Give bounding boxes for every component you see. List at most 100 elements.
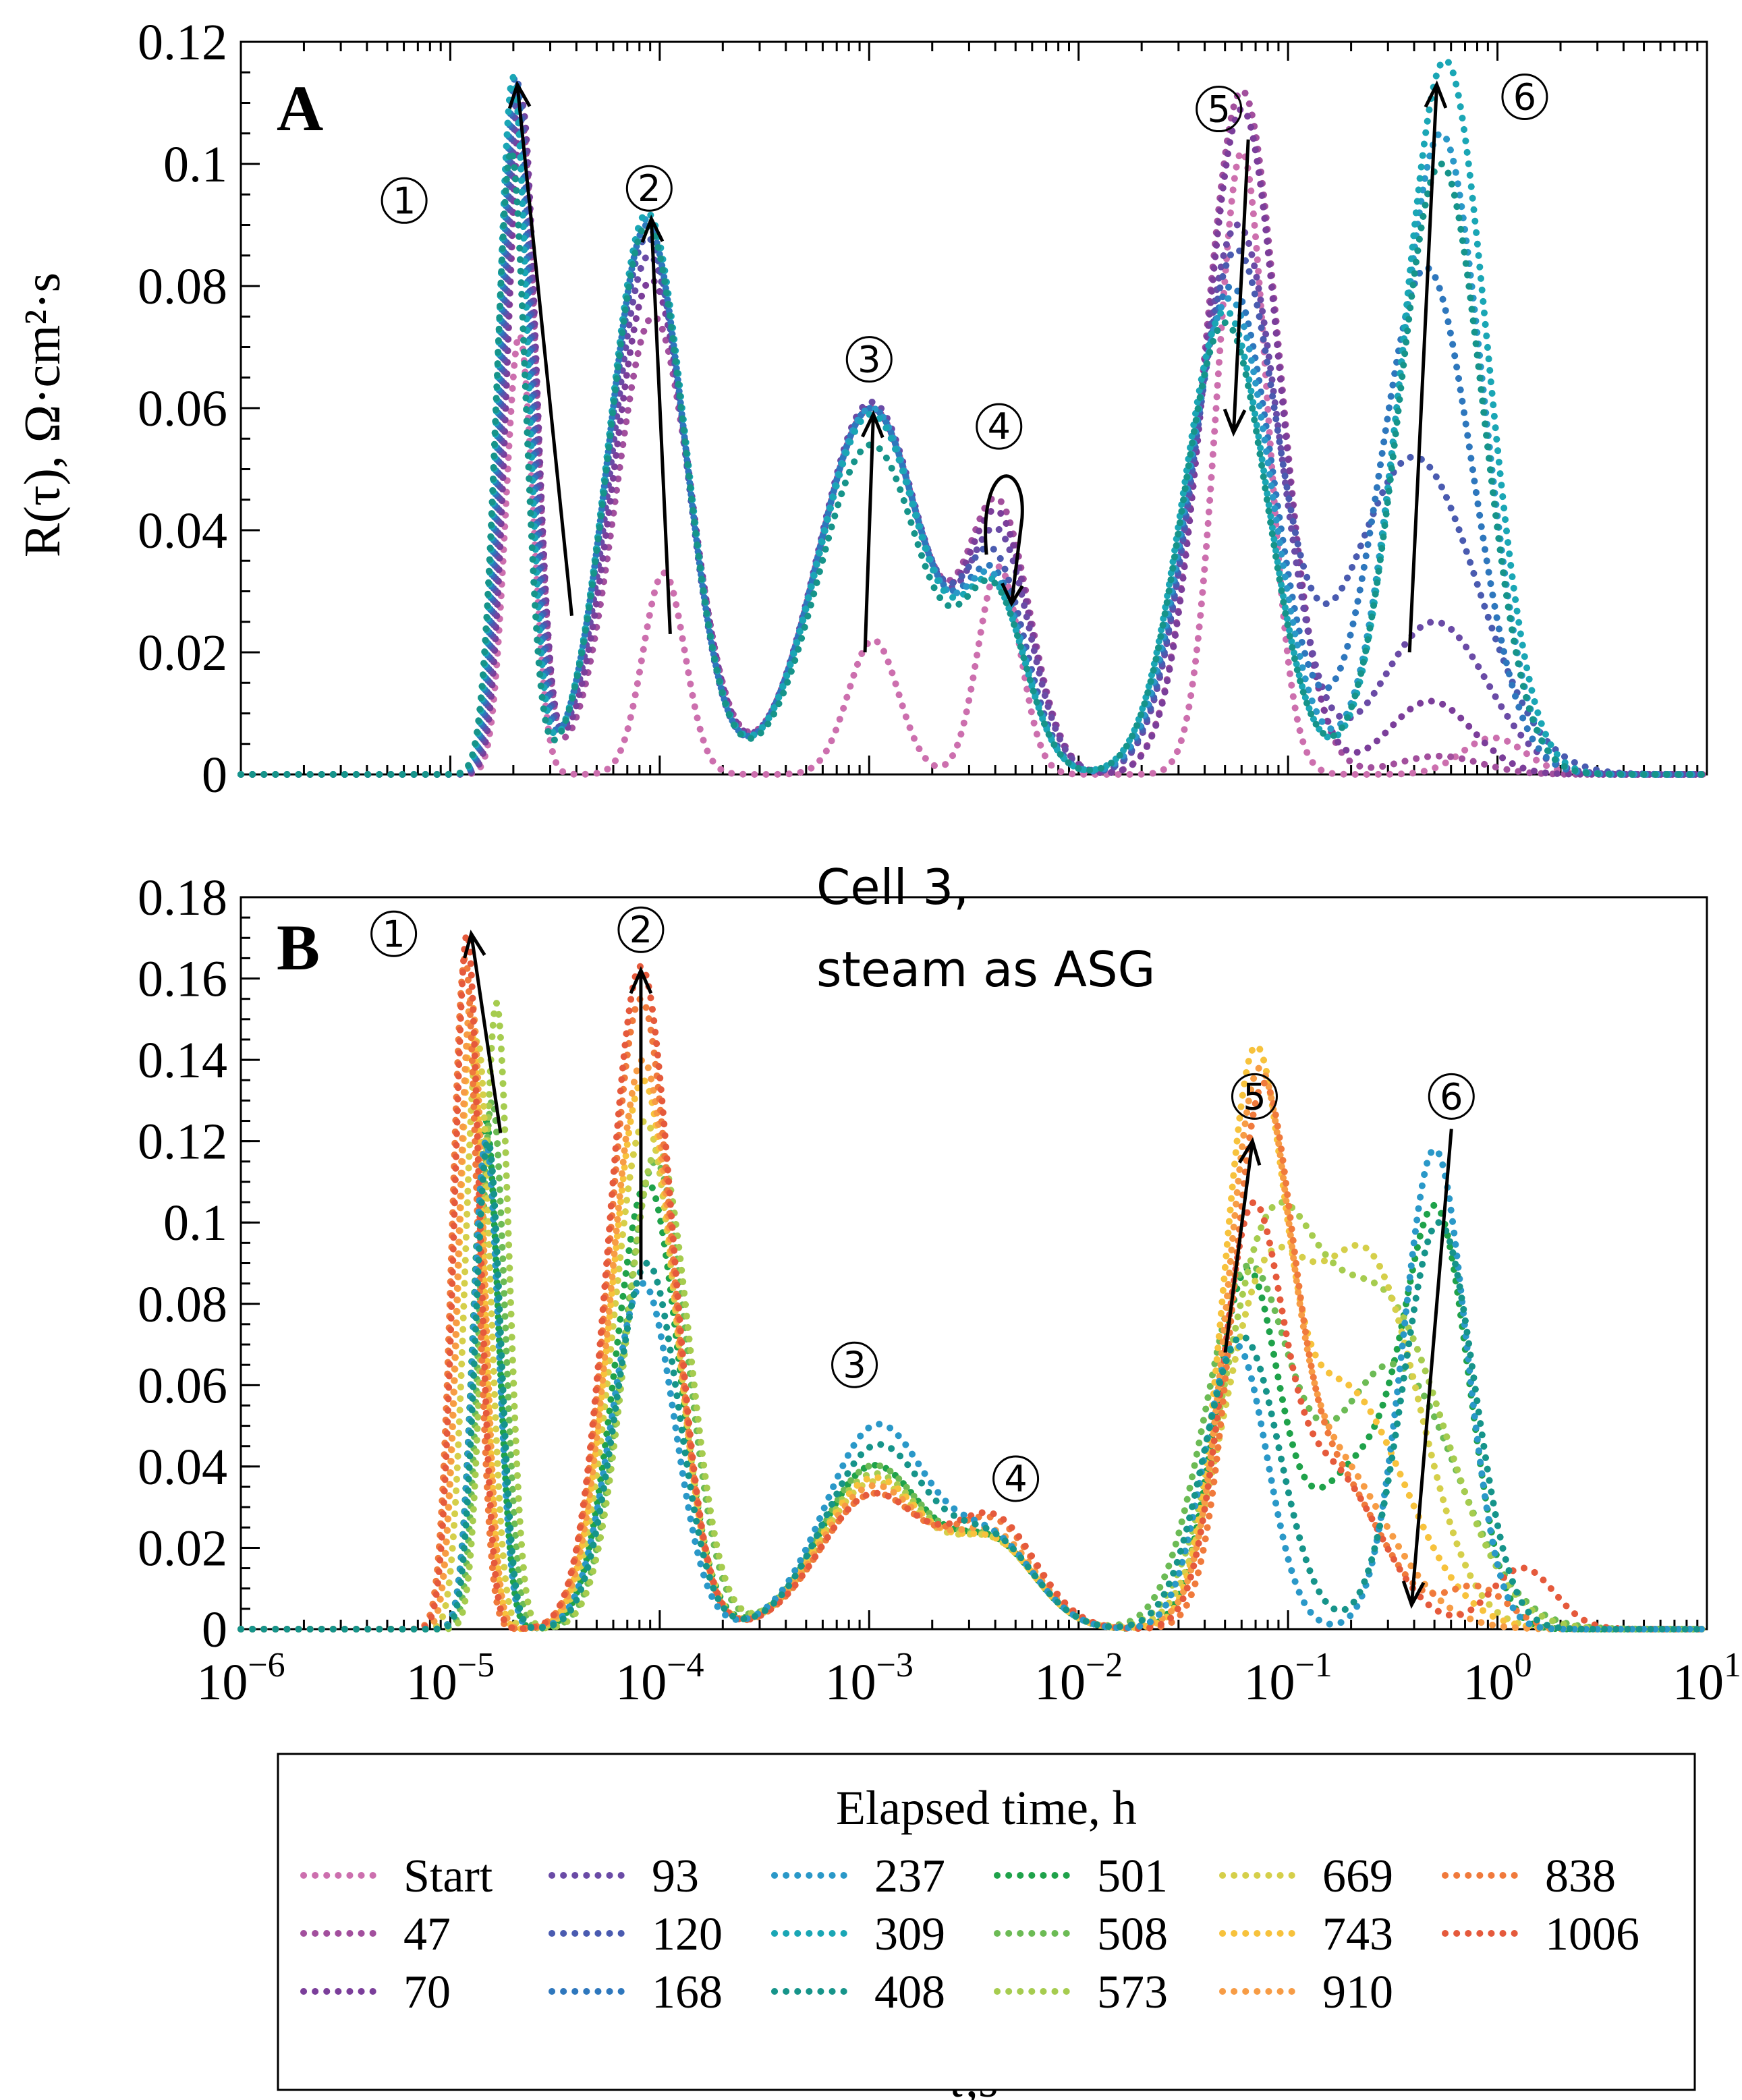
series-838 [237,955,1706,1633]
series-120 [237,77,1706,778]
legend-label: 501 [1097,1850,1168,1902]
peak-marker-label: 4 [1004,1458,1027,1500]
peak-marker-circle [370,910,418,957]
legend-label: 120 [652,1908,723,1960]
trend-arrowhead [640,215,665,243]
peak-marker-label: 6 [1513,76,1536,118]
trend-arrowhead [629,966,653,994]
series-408 [237,147,1706,778]
panel-a: 0 0.02 0.04 0.06 0.08 0.1 0.12 1 2 3 4 5 6 A [138,14,1708,803]
y-tick-label: 0 [202,1601,227,1658]
peak-marker-circle [625,165,673,212]
legend-label: 910 [1322,1966,1393,2018]
trend-arrow [649,219,672,634]
y-tick-label: 0.12 [138,14,227,71]
legend: Elapsed time, h Start 47 70 93 120 168 237 309 4… [277,1753,1696,2091]
y-tick-label: 0.08 [138,1276,227,1333]
legend-label: 573 [1097,1966,1168,2018]
trend-arrowhead [463,930,486,959]
legend-label: 1006 [1545,1908,1639,1960]
trend-arrowhead [507,80,532,109]
trend-arrow [1409,1129,1453,1606]
y-tick-label: 0.06 [138,1357,227,1414]
x-tick-label: 10−3 [825,1646,914,1711]
peak-marker-circle [831,1341,878,1388]
legend-label: 47 [403,1908,451,1960]
peak-marker-label: 5 [1243,1075,1266,1118]
x-tick-label: 101 [1673,1646,1741,1711]
x-tick-label: 10−2 [1034,1646,1123,1711]
y-tick-label: 0.12 [138,1114,227,1170]
peak-marker-label: 2 [629,909,652,951]
series-70 [237,96,1706,778]
series-1006 [237,926,1706,1633]
series-309 [237,57,1706,778]
legend-entries: Start 47 70 93 120 168 237 309 408 501 508 573 669 74… [300,1850,1639,2018]
panel-letter: B [277,911,320,984]
y-tick-label: 0.06 [138,380,227,437]
y-tick-label: 0.02 [138,1520,227,1577]
peak-marker-circle [617,906,665,953]
x-tick-label: 10−6 [196,1646,285,1711]
series-743 [237,1025,1706,1633]
legend-label: 93 [652,1850,699,1902]
y-tick-label: 0.18 [138,870,227,926]
loop-arrow [984,474,1024,604]
legend-label: 70 [403,1966,451,2018]
y-tick-label: 0.02 [138,625,227,681]
legend-label: 237 [874,1850,945,1902]
trend-arrow [469,933,503,1133]
panel-letter: A [277,72,323,144]
peak-marker-circle [1428,1073,1475,1120]
legend-label: Start [403,1850,493,1902]
legend-frame [277,1753,1696,2091]
peak-marker-label: 5 [1208,88,1231,131]
legend-label: 508 [1097,1908,1168,1960]
legend-label: 838 [1545,1850,1616,1902]
peak-marker-circle [1231,1073,1278,1120]
trend-arrow [863,414,875,653]
trend-arrow [1231,139,1250,433]
x-tick-label: 10−4 [615,1646,704,1711]
legend-label: 408 [874,1966,945,2018]
legend-label: 669 [1322,1850,1393,1902]
legend-label: 309 [874,1908,945,1960]
y-tick-label: 0.04 [138,1439,227,1496]
y-tick-label: 0.14 [138,1032,227,1089]
y-tick-label: 0.04 [138,503,227,559]
peak-marker-label: 3 [843,1344,866,1386]
legend-label: 743 [1322,1908,1393,1960]
series-93 [237,86,1706,778]
peak-marker-circle [1501,73,1548,120]
legend-label: 168 [652,1966,723,2018]
trend-arrow [1407,84,1439,653]
peak-marker-label: 3 [858,339,880,381]
peak-marker-label: 1 [382,913,405,955]
y-tick-label: 0.08 [138,258,227,315]
peak-marker-label: 1 [393,179,416,222]
peak-marker-circle [381,177,428,224]
legend-title: Elapsed time, h [836,1781,1137,1835]
peak-marker-circle [976,403,1023,450]
y-tick-label: 0 [202,747,227,803]
trend-arrow [1223,1141,1254,1353]
peak-marker-circle [992,1455,1040,1502]
x-tick-label: 10−1 [1243,1646,1332,1711]
trend-arrowhead [1424,80,1448,109]
series-Start [237,148,1706,778]
loop-arrowhead [1001,582,1024,607]
peak-marker-label: 4 [988,405,1011,448]
note-line-1: Cell 3, [816,859,969,915]
x-tick-label: 100 [1463,1646,1532,1711]
series-408 [237,1135,1706,1633]
peak-marker-circle [845,336,893,383]
peak-marker-label: 6 [1440,1075,1463,1118]
series-47 [237,87,1706,778]
y-tick-label: 0.16 [138,951,227,1008]
y-tick-label: 0.1 [163,136,227,193]
trend-arrowhead [1238,1137,1262,1166]
trend-arrowhead [861,409,884,438]
trend-arrow [515,84,573,616]
x-tick-label: 10−5 [406,1646,495,1711]
